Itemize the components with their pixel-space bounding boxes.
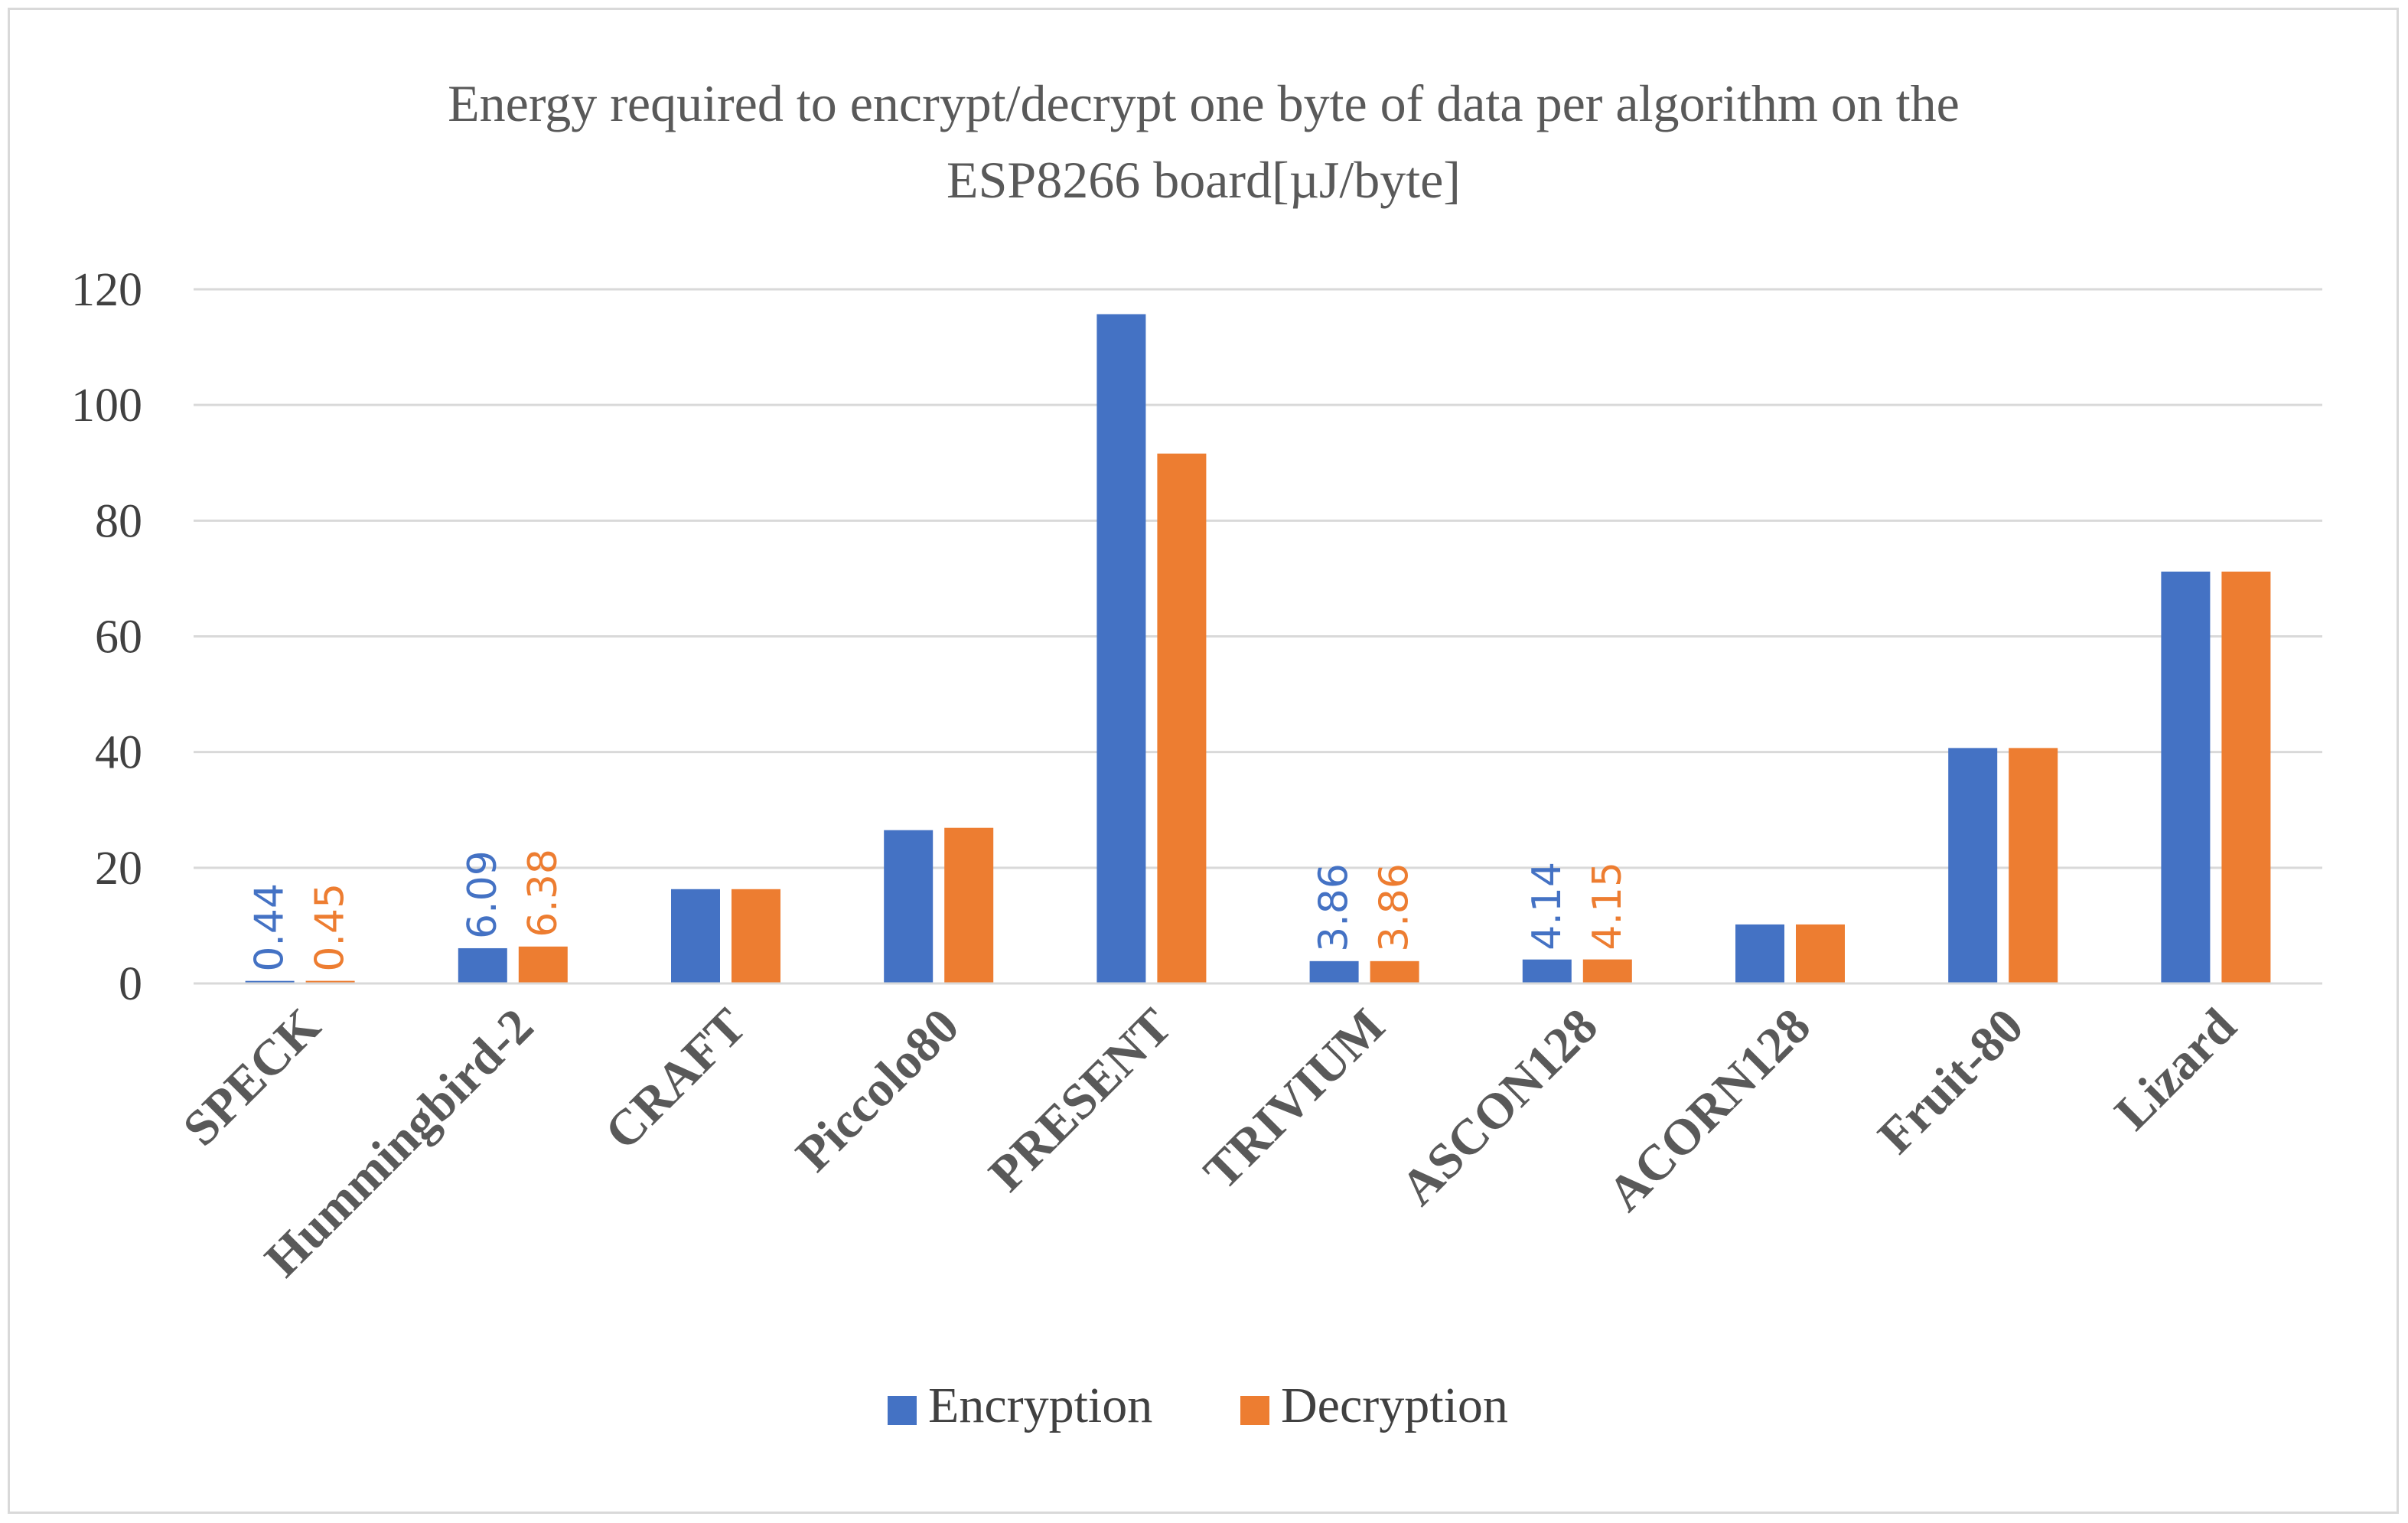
bar-encryption-speck xyxy=(245,980,295,983)
chart-title-line-2: ESP8266 board[µJ/byte] xyxy=(947,151,1461,209)
bar-decryption-trivium xyxy=(1370,960,1419,983)
category-label: SPECK xyxy=(172,998,331,1156)
y-tick-label: 0 xyxy=(119,958,142,1010)
bar-encryption-ascon128 xyxy=(1522,959,1572,983)
chart-title-line-1: Energy required to encrypt/decrypt one b… xyxy=(448,74,1960,132)
bar-decryption-hummingbird-2 xyxy=(518,946,568,983)
bar-encryption-trivium xyxy=(1309,960,1359,983)
data-labels: 0.44 0.45 6.09 6.38 3.86 3.86 4.14 4.15 xyxy=(247,849,1631,972)
bar-decryption-ascon128 xyxy=(1582,959,1632,983)
bar-decryption-fruit-80 xyxy=(2009,748,2058,983)
bar-decryption-speck xyxy=(305,980,355,983)
legend: Encryption Decryption xyxy=(888,1378,1508,1433)
bar-encryption-hummingbird-2 xyxy=(458,947,507,983)
category-label: Piccolo80 xyxy=(785,998,969,1182)
category-label: TRIVIUM xyxy=(1193,998,1395,1200)
bar-encryption-craft xyxy=(671,889,720,983)
data-label-encryption: 0.44 xyxy=(247,883,293,972)
chart-title: Energy required to encrypt/decrypt one b… xyxy=(448,74,1960,209)
bar-decryption-lizard xyxy=(2221,571,2271,983)
data-label-decryption: 6.38 xyxy=(520,849,566,938)
bar-decryption-craft xyxy=(732,889,780,983)
category-label: CRAFT xyxy=(595,998,757,1160)
y-tick-label: 80 xyxy=(95,495,142,547)
bar-encryption-present xyxy=(1096,314,1146,983)
legend-swatch-encryption xyxy=(888,1396,917,1425)
y-tick-label: 40 xyxy=(95,727,142,779)
bar-encryption-acorn128 xyxy=(1735,924,1784,983)
gridlines xyxy=(194,288,2322,869)
data-label-encryption: 3.86 xyxy=(1312,863,1357,952)
legend-swatch-decryption xyxy=(1240,1396,1269,1425)
data-label-encryption: 4.14 xyxy=(1524,862,1570,951)
category-label: PRESENT xyxy=(979,998,1183,1202)
category-label: Lizard xyxy=(2104,998,2247,1140)
bar-encryption-piccolo80 xyxy=(884,830,934,983)
y-tick-label: 100 xyxy=(71,380,142,432)
category-label: ASCON128 xyxy=(1390,998,1608,1216)
bars xyxy=(245,314,2271,983)
y-tick-label: 120 xyxy=(71,264,142,316)
category-label: ACORN128 xyxy=(1597,998,1821,1222)
bar-decryption-acorn128 xyxy=(1796,924,1845,983)
y-tick-label: 60 xyxy=(95,611,142,664)
category-label: Fruit-80 xyxy=(1868,998,2035,1165)
data-label-encryption: 6.09 xyxy=(460,850,506,939)
data-label-decryption: 0.45 xyxy=(308,883,354,972)
data-label-decryption: 3.86 xyxy=(1372,863,1418,952)
bar-encryption-lizard xyxy=(2161,571,2211,983)
data-label-decryption: 4.15 xyxy=(1585,862,1631,951)
legend-label-encryption: Encryption xyxy=(928,1378,1152,1433)
y-tick-label: 20 xyxy=(95,843,142,895)
bar-decryption-present xyxy=(1157,453,1207,983)
y-axis-ticks: 0 20 40 60 80 100 120 xyxy=(71,264,142,1010)
bar-decryption-piccolo80 xyxy=(944,827,994,983)
legend-label-decryption: Decryption xyxy=(1281,1378,1508,1433)
bar-encryption-fruit-80 xyxy=(1948,748,1998,983)
